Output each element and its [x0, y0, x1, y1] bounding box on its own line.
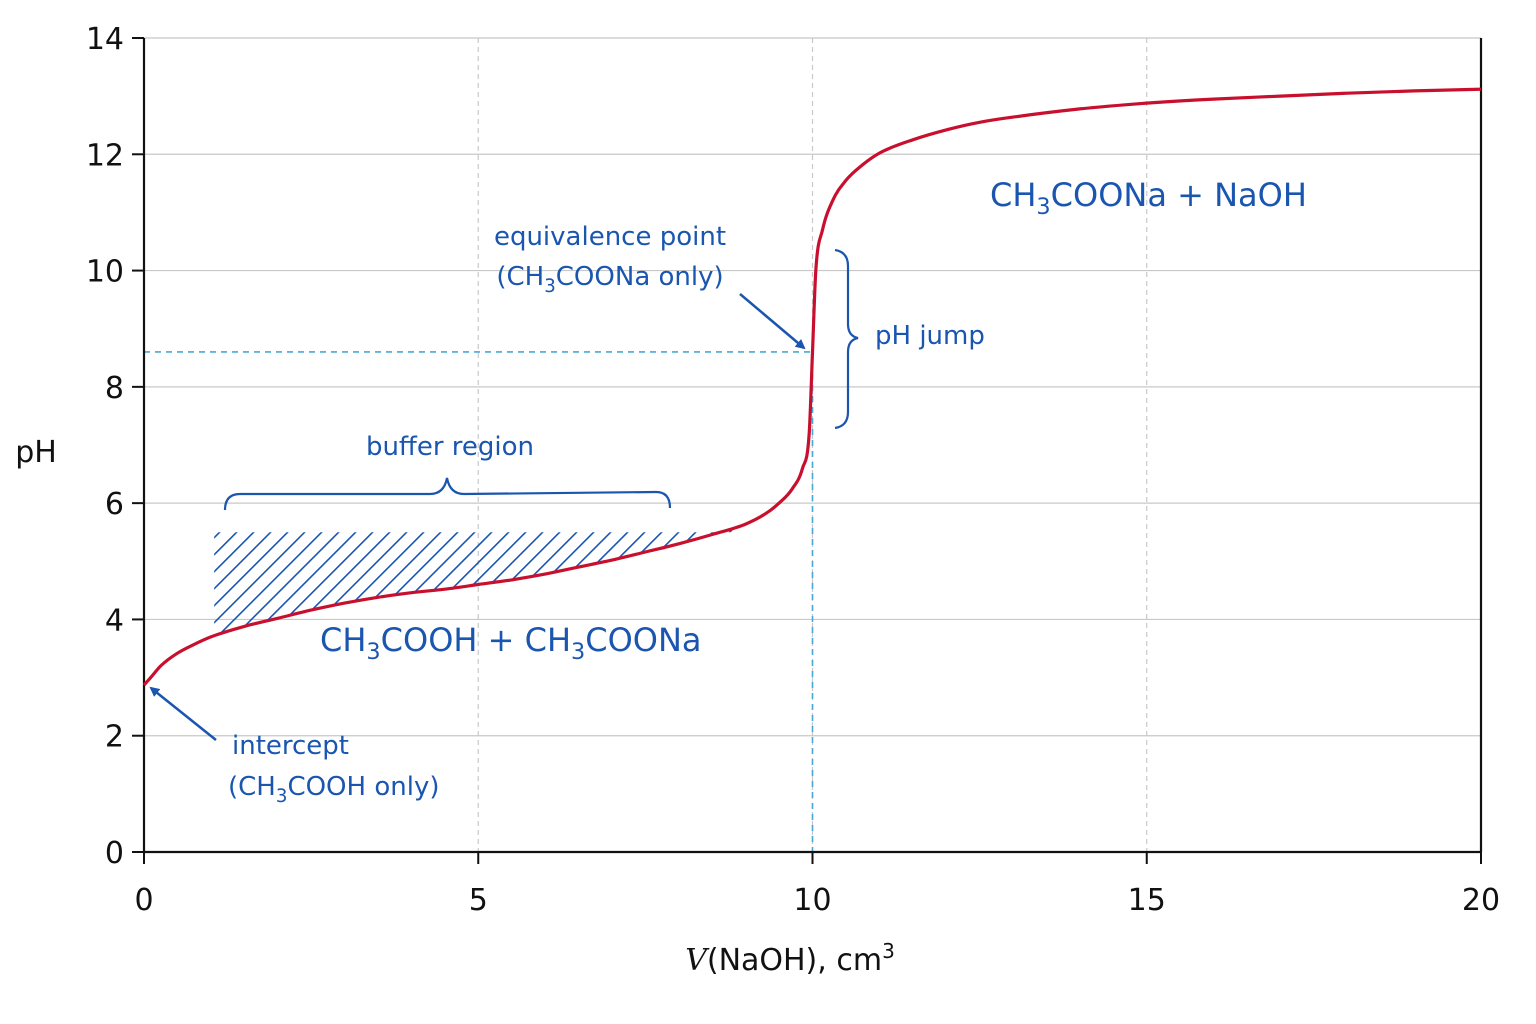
hatch-line [214, 528, 333, 636]
x-tick-label: 15 [1128, 883, 1166, 918]
y-tick-label: 12 [86, 138, 124, 173]
y-tick-label: 2 [105, 720, 124, 755]
hatch-line [745, 522, 875, 652]
ph-jump-brace [834, 248, 859, 430]
y-tick-label: 6 [105, 487, 124, 522]
x-axis-label: V(NaOH), cm3 [685, 939, 895, 978]
intercept-note: (CH3COOH only) [228, 772, 439, 807]
equivalence-arrow [739, 293, 806, 350]
hatch-line [214, 528, 299, 636]
hatch-line [762, 522, 892, 652]
hatch-line [727, 528, 733, 636]
y-tick-label: 0 [105, 836, 124, 871]
equivalence-point-note: (CH3COONa only) [496, 262, 723, 297]
grid [144, 37, 1481, 852]
y-tick-label: 14 [86, 22, 124, 57]
region-left-label: CH3COOH + CH3COONa [320, 621, 702, 665]
hatch-line [214, 528, 265, 636]
axes [132, 37, 1483, 864]
y-tick-label: 4 [105, 603, 124, 638]
hatch-line [214, 528, 316, 636]
hatch-line [65, 522, 195, 652]
hatch-line [779, 522, 909, 652]
region-right-label: CH3COONa + NaOH [990, 176, 1307, 220]
intercept-label: intercept [232, 731, 349, 761]
buffer-region-brace [223, 477, 672, 511]
tick-labels: 0 2 4 6 8 10 12 14 0 5 10 15 20 [86, 22, 1500, 918]
hatch-line [14, 522, 144, 652]
buffer-region-label: buffer region [366, 432, 534, 462]
hatch-line [693, 528, 733, 636]
equivalence-point-label: equivalence point [494, 222, 726, 252]
hatch-line [214, 528, 248, 636]
x-tick-label: 20 [1462, 883, 1500, 918]
equivalence-guides [144, 351, 814, 852]
hatch-line [82, 522, 212, 652]
y-axis-label: pH [15, 435, 57, 470]
y-tick-label: 8 [105, 371, 124, 406]
ph-jump-label: pH jump [875, 321, 985, 351]
hatch-line [710, 528, 733, 636]
hatch-line [31, 522, 161, 652]
x-tick-label: 0 [134, 883, 153, 918]
x-tick-label: 10 [793, 883, 831, 918]
hatch-line [214, 528, 282, 636]
y-tick-label: 10 [86, 255, 124, 290]
intercept-arrow [149, 686, 217, 741]
titration-curve [142, 87, 1482, 687]
x-tick-label: 5 [469, 883, 488, 918]
